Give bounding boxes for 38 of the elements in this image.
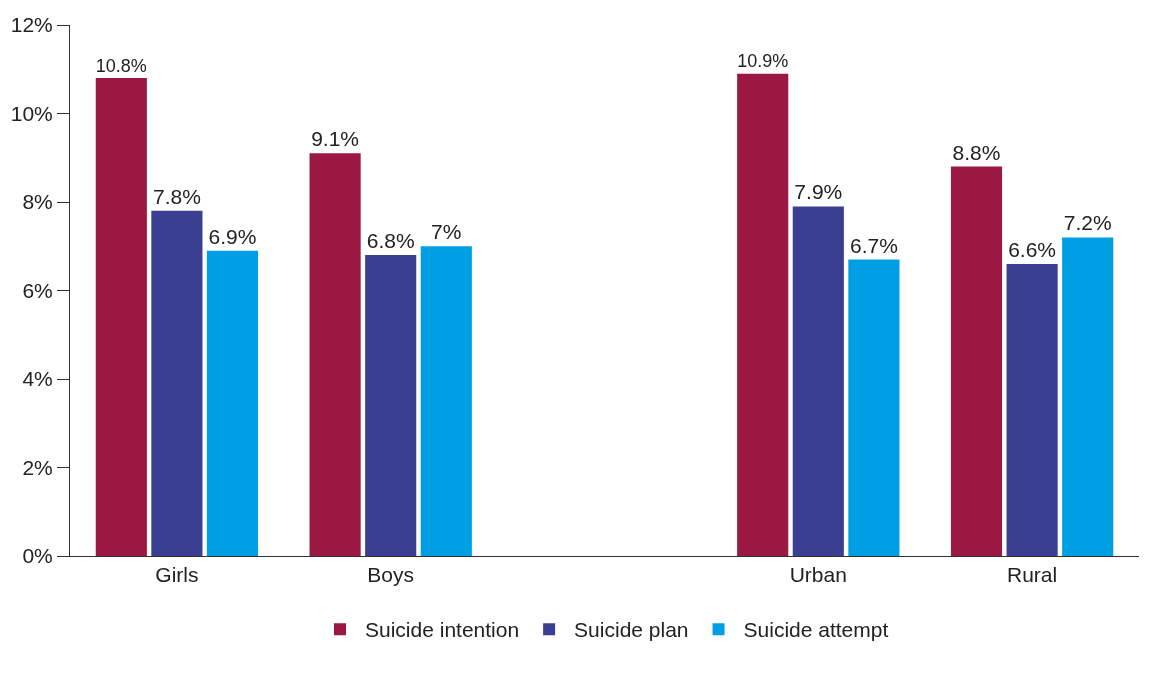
- data-label: 10.8%: [95, 55, 147, 76]
- legend-label: Suicide attempt: [743, 618, 889, 642]
- y-tick-label: 10%: [10, 101, 53, 125]
- bar: [309, 153, 361, 556]
- legend-label: Suicide intention: [365, 618, 520, 642]
- bar: [737, 73, 789, 556]
- y-tick-label: 12%: [10, 13, 53, 37]
- data-label: 7.8%: [152, 184, 201, 208]
- bar: [151, 210, 203, 556]
- bar: [1062, 237, 1114, 556]
- data-label: 6.9%: [208, 224, 257, 248]
- y-tick-label: 6%: [22, 278, 53, 302]
- data-label: 8.8%: [952, 140, 1001, 164]
- x-tick-label: Girls: [155, 563, 199, 587]
- bar: [365, 255, 417, 556]
- y-tick-label: 0%: [22, 544, 53, 568]
- data-label: 7%: [431, 220, 462, 244]
- data-label: 7.9%: [794, 180, 843, 204]
- bar: [206, 250, 259, 556]
- bar: [1006, 263, 1058, 556]
- x-tick-label: Boys: [367, 563, 415, 587]
- x-tick-label: Rural: [1007, 563, 1058, 587]
- y-tick-label: 8%: [22, 190, 53, 214]
- data-label: 10.9%: [737, 51, 789, 72]
- data-label: 7.2%: [1063, 211, 1112, 235]
- data-label: 6.6%: [1008, 237, 1057, 261]
- data-label: 9.1%: [311, 127, 360, 151]
- y-tick-label: 4%: [22, 367, 53, 391]
- bar: [420, 246, 472, 556]
- y-tick-label: 2%: [22, 455, 53, 479]
- data-label: 6.7%: [849, 233, 898, 257]
- legend-label: Suicide plan: [574, 618, 689, 642]
- bar: [950, 166, 1003, 556]
- x-tick-label: Urban: [789, 563, 847, 587]
- bar: [95, 78, 147, 556]
- data-label: 6.8%: [366, 229, 415, 253]
- bar: [792, 206, 844, 556]
- bar: [848, 259, 900, 556]
